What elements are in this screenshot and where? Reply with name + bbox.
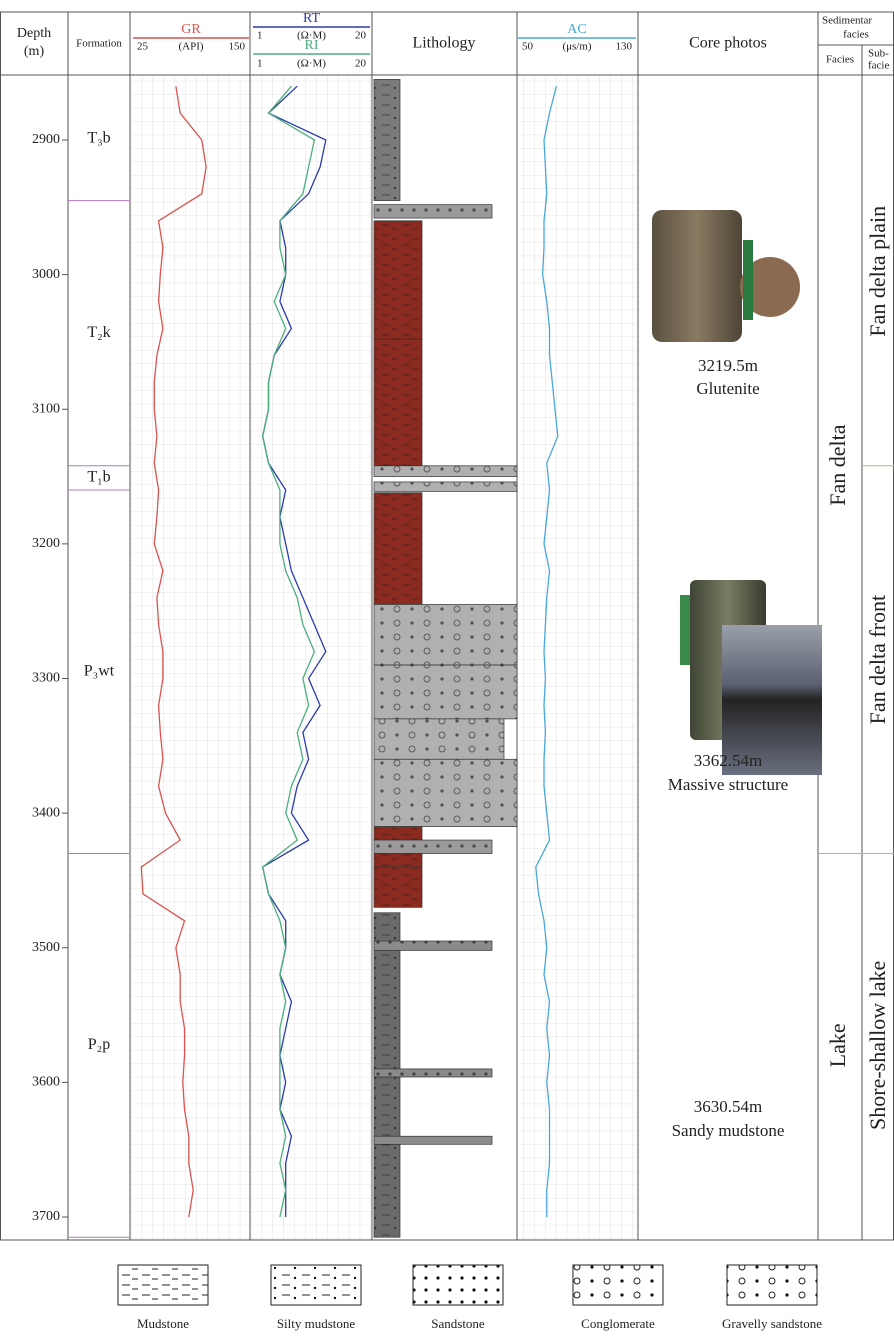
- log-min: 25: [137, 41, 149, 53]
- facies-group-header: facies: [843, 29, 869, 41]
- legend-swatch: [573, 1265, 663, 1305]
- core-images: [652, 210, 822, 775]
- legend-label: Sandstone: [431, 1316, 485, 1331]
- lithology-pattern: [374, 1069, 492, 1077]
- depth-tick-label: 3500: [32, 940, 60, 955]
- core-depth: 3362.54m: [694, 751, 762, 770]
- log-unit: (API): [178, 41, 203, 53]
- facies-label: Fan delta: [825, 424, 850, 505]
- log-unit: (μs/m): [562, 41, 591, 53]
- lithology-pattern: [374, 941, 492, 950]
- lithology-pattern: [374, 665, 517, 719]
- sub-facies-header: facie: [868, 60, 889, 72]
- lithology-pattern: [374, 79, 400, 200]
- depth-tick-label: 3600: [32, 1075, 60, 1090]
- lithology-pattern: [374, 867, 422, 907]
- log-name: AC: [567, 22, 586, 37]
- lithology-pattern: [374, 221, 422, 339]
- lithology-pattern: [374, 604, 517, 665]
- lithology-pattern: [374, 827, 422, 840]
- lithology-pattern: [374, 759, 517, 826]
- lithology-pattern: [374, 719, 504, 759]
- page: Depth (m) Formation Lithology Core photo…: [0, 0, 894, 1339]
- legend-swatch: [413, 1265, 503, 1305]
- depth-header: Depth: [17, 26, 51, 41]
- formation-label: T₂k: [87, 324, 110, 341]
- formation-label: T₃b: [87, 129, 110, 146]
- facies-label: Fan delta front: [865, 595, 890, 725]
- lithology-pattern: [374, 205, 492, 218]
- formation-label: P₃wt: [84, 662, 115, 679]
- log-min: 50: [522, 41, 534, 53]
- facies-label: Fan delta plain: [865, 206, 890, 337]
- core-depth: 3630.54m: [694, 1097, 762, 1116]
- depth-tick-label: 3700: [32, 1209, 60, 1224]
- formation-label: P₂p: [88, 1036, 110, 1053]
- log-min: 1: [257, 30, 263, 42]
- lithology-pattern: [374, 466, 517, 477]
- core-depth: 3219.5m: [698, 356, 758, 375]
- facies-group-header: Sedimentar: [822, 15, 872, 27]
- core-header: Core photos: [689, 35, 767, 52]
- lithology-pattern: [374, 1136, 492, 1144]
- lithology-pattern: [374, 840, 492, 853]
- log-max: 20: [355, 30, 367, 42]
- facies-label: Shore-shallow lake: [865, 961, 890, 1130]
- lithology-header: Lithology: [412, 35, 475, 52]
- lithology-pattern: [374, 339, 422, 466]
- facies-header: Facies: [826, 54, 854, 66]
- depth-tick-label: 3100: [32, 401, 60, 416]
- core-description: Sandy mudstone: [672, 1121, 785, 1140]
- log-name: GR: [181, 22, 201, 37]
- legend-swatch: [727, 1265, 817, 1305]
- depth-tick-label: 3400: [32, 805, 60, 820]
- lithology-pattern: [374, 854, 422, 867]
- formation-label: T₁b: [87, 469, 110, 486]
- legend-label: Conglomerate: [581, 1316, 655, 1331]
- depth-unit: (m): [24, 44, 45, 59]
- core-description: Glutenite: [696, 379, 759, 398]
- legend-label: Mudstone: [137, 1316, 189, 1331]
- log-max: 150: [229, 41, 246, 53]
- legend-swatch: [118, 1265, 208, 1305]
- sub-facies-header: Sub-: [868, 48, 889, 60]
- log-max: 20: [355, 58, 367, 70]
- legend-label: Silty mudstone: [277, 1316, 356, 1331]
- formation-header: Formation: [76, 38, 122, 50]
- core-description: Massive structure: [668, 775, 788, 794]
- log-min: 1: [257, 58, 263, 70]
- log-unit: (Ω·M): [297, 58, 326, 70]
- lithology-pattern: [374, 493, 422, 605]
- depth-tick-label: 3200: [32, 536, 60, 551]
- legend-swatch: [271, 1265, 361, 1305]
- log-max: 130: [616, 41, 633, 53]
- depth-tick-label: 2900: [32, 132, 60, 147]
- legend-label: Gravelly sandstone: [722, 1316, 822, 1331]
- lithology-pattern: [374, 482, 517, 491]
- log-name: RI: [305, 38, 319, 53]
- depth-tick-label: 3000: [32, 267, 60, 282]
- depth-tick-label: 3300: [32, 671, 60, 686]
- log-name: RT: [303, 11, 320, 26]
- facies-label: Lake: [825, 1023, 850, 1067]
